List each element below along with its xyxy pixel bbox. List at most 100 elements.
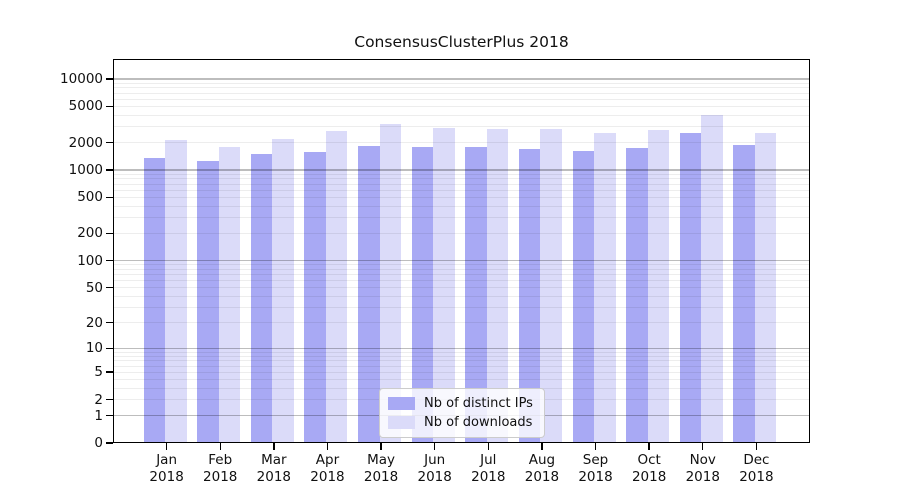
y-tick-label: 2 [94, 391, 103, 408]
x-tick-mark [594, 443, 597, 450]
x-tick-label: Feb 2018 [188, 452, 252, 485]
gridline-minor [113, 378, 810, 380]
gridline-minor [113, 189, 810, 191]
bar-nb-of-distinct-ips-apr [304, 151, 326, 443]
y-tick-mark [106, 347, 113, 349]
x-tick-label: Dec 2018 [724, 452, 788, 485]
gridline-minor [113, 287, 810, 289]
gridline-major [113, 169, 810, 171]
gridline-minor [113, 351, 810, 353]
gridline-minor [113, 268, 810, 270]
x-tick-year: 2018 [310, 468, 345, 485]
grid-layer [113, 59, 810, 443]
gridline-minor [113, 306, 810, 308]
bar-nb-of-downloads-aug [540, 129, 562, 443]
bar-nb-of-distinct-ips-jul [465, 146, 487, 443]
y-tick-label: 20 [85, 314, 103, 331]
x-tick-year: 2018 [256, 468, 292, 485]
bar-nb-of-downloads-may [379, 123, 402, 443]
x-tick-year: 2018 [524, 468, 560, 485]
bar-nb-of-distinct-ips-oct [626, 147, 648, 443]
bar-nb-of-downloads-sep [594, 133, 616, 443]
x-tick-label: Oct 2018 [617, 452, 681, 485]
gridline-minor [113, 360, 810, 362]
x-tick-month: Mar [261, 452, 287, 468]
bar-nb-of-distinct-ips-aug [518, 148, 541, 443]
y-tick-mark [106, 442, 113, 444]
gridline-minor [113, 232, 810, 234]
bar-nb-of-downloads-jul [486, 128, 509, 443]
legend-swatch-nb-of-downloads [388, 416, 415, 429]
bar-nb-of-downloads-nov [701, 115, 723, 443]
y-tick-label: 50 [85, 279, 103, 296]
bar-nb-of-downloads-dec [754, 132, 777, 443]
x-tick-year: 2018 [417, 468, 452, 485]
x-tick-year: 2018 [203, 468, 238, 485]
x-tick-label: Mar 2018 [242, 452, 306, 485]
x-tick-year: 2018 [149, 468, 184, 485]
x-tick-month: Jul [480, 452, 497, 468]
gridline-minor [113, 87, 810, 89]
x-tick-month: Sep [582, 452, 609, 468]
y-tick-mark [106, 398, 113, 401]
x-tick-mark [702, 443, 704, 450]
x-tick-mark [380, 443, 382, 450]
gridline-minor [113, 126, 810, 128]
legend-swatch-nb-of-distinct-ips [388, 397, 415, 410]
plot-area [113, 59, 810, 443]
gridline-minor [113, 178, 810, 180]
gridline-minor [113, 142, 810, 144]
legend: Nb of distinct IPs Nb of downloads [379, 388, 545, 438]
bar-nb-of-downloads-jun [433, 128, 455, 443]
x-tick-mark [273, 443, 275, 450]
gridline-major [113, 78, 810, 80]
x-tick-month: Jan [156, 452, 178, 468]
x-tick-year: 2018 [471, 468, 506, 485]
gridline-minor [113, 264, 810, 266]
bar-nb-of-distinct-ips-mar [250, 154, 273, 443]
x-tick-label: Jul 2018 [456, 452, 520, 485]
x-tick-mark [219, 443, 221, 450]
gridline-minor [113, 105, 810, 107]
gridline-minor [113, 205, 810, 207]
gridline-minor [113, 371, 810, 373]
x-tick-label: Jan 2018 [135, 452, 199, 485]
x-tick-label: Sep 2018 [564, 452, 628, 485]
chart-title: ConsensusClusterPlus 2018 [354, 33, 569, 51]
bar-nb-of-downloads-apr [325, 131, 348, 443]
legend-label: Nb of downloads [424, 415, 533, 430]
x-tick-label: May 2018 [349, 452, 413, 485]
y-tick-mark [106, 78, 113, 80]
gridline-minor [113, 183, 810, 185]
bar-nb-of-distinct-ips-may [358, 145, 380, 443]
x-tick-year: 2018 [578, 468, 613, 485]
x-tick-label: Nov 2018 [671, 452, 735, 485]
x-tick-month: Nov [689, 452, 716, 468]
legend-row: Nb of downloads [388, 413, 544, 432]
y-tick-label: 1000 [68, 161, 103, 178]
gridline-minor [113, 114, 810, 116]
x-tick-mark [541, 443, 543, 450]
bar-nb-of-downloads-oct [647, 130, 670, 443]
bar-nb-of-downloads-feb [218, 146, 241, 443]
bar-nb-of-distinct-ips-feb [197, 161, 219, 443]
y-tick-label: 0 [94, 435, 103, 451]
bar-nb-of-distinct-ips-nov [679, 132, 702, 443]
gridline-major [113, 260, 810, 262]
gridline-minor [113, 355, 810, 357]
gridline-minor [113, 280, 810, 282]
gridline-minor [113, 92, 810, 94]
x-tick-mark [433, 443, 436, 450]
gridline-minor [113, 98, 810, 100]
gridline-major [113, 347, 810, 349]
y-tick-mark [106, 286, 113, 289]
y-tick-label: 100 [77, 252, 103, 269]
bars-layer [113, 59, 810, 443]
legend-row: Nb of distinct IPs [388, 394, 544, 413]
bar-nb-of-distinct-ips-jun [411, 146, 434, 443]
x-tick-year: 2018 [631, 468, 667, 485]
y-tick-label: 200 [77, 225, 103, 242]
x-tick-label: Aug 2018 [510, 452, 574, 485]
x-tick-year: 2018 [739, 468, 774, 485]
